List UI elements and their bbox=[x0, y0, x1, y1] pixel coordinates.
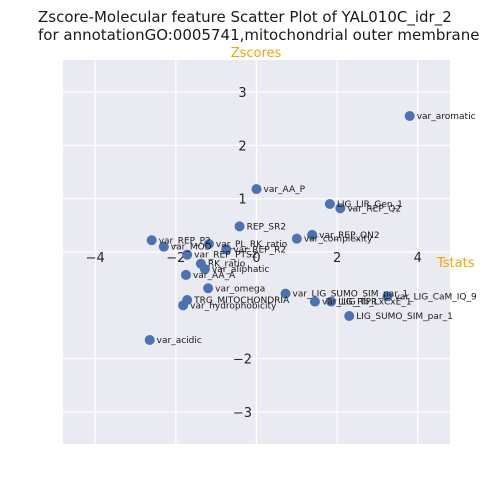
y-tick-label: −3 bbox=[233, 406, 252, 421]
data-points bbox=[144, 111, 415, 345]
x-tick-label: −4 bbox=[86, 251, 105, 266]
point-label: var_AA_A bbox=[193, 271, 236, 281]
point-label: LIG_Rb_LxCxE_1 bbox=[338, 298, 411, 308]
point-label: var_hydrophobicity bbox=[190, 301, 277, 311]
y-tick-label: 2 bbox=[238, 139, 246, 154]
y-axis-title: Zscores bbox=[231, 46, 282, 61]
y-tick-label: 3 bbox=[238, 86, 246, 101]
point-label: var_complexity bbox=[304, 235, 373, 245]
scatter-point bbox=[203, 239, 214, 249]
tick-labels: −4 −2 0 2 4 −3 −2 1 2 3 bbox=[86, 86, 422, 421]
point-label: var_REP_PTS2 bbox=[194, 251, 257, 261]
point-label: var_REP_P2 bbox=[159, 236, 211, 246]
scatter-point bbox=[404, 111, 415, 121]
scatter-point bbox=[234, 221, 245, 232]
point-label: var_PL_RK_ratio bbox=[216, 240, 288, 250]
scatter-point bbox=[203, 283, 214, 294]
point-label: LIG_LIR_Gen_1 bbox=[337, 200, 403, 210]
scatter-point bbox=[309, 296, 320, 307]
point-label: RK_ratio bbox=[208, 260, 246, 270]
scatter-point bbox=[180, 269, 191, 280]
point-label: var_aliphatic bbox=[212, 265, 270, 275]
scatter-point bbox=[280, 288, 291, 299]
scatter-point bbox=[199, 264, 210, 275]
point-label: REP_SR2 bbox=[247, 222, 287, 232]
chart-title-line-2: for annotationGO:0005741,mitochondrial o… bbox=[38, 26, 479, 44]
scatter-point bbox=[158, 241, 169, 252]
point-label: var_LIG_TPR bbox=[322, 298, 377, 308]
center-axes bbox=[63, 60, 450, 444]
scatter-point bbox=[291, 233, 302, 244]
x-tick-label: −2 bbox=[166, 251, 185, 266]
scatter-point bbox=[221, 244, 232, 255]
point-label: TRG_MITOCHONDRIA bbox=[193, 296, 290, 306]
point-label: var_omega bbox=[215, 284, 265, 294]
point-labels: var_aromaticvar_AA_PLIG_LIR_Gen_1var_REP… bbox=[157, 112, 477, 346]
scatter-point bbox=[182, 249, 193, 260]
scatter-point bbox=[144, 335, 155, 345]
y-tick-label: −2 bbox=[233, 353, 252, 368]
point-label: var_REP_R2 bbox=[233, 245, 286, 255]
scatter-point bbox=[146, 235, 157, 246]
x-tick-label: 2 bbox=[333, 251, 341, 266]
point-label: var_REP_QN2 bbox=[319, 231, 379, 241]
scatter-point bbox=[335, 203, 346, 214]
point-label: var_LIG_SUMO_SIM_par_1 bbox=[293, 290, 409, 300]
point-label: var_acidic bbox=[157, 336, 202, 346]
point-label: LIG_SUMO_SIM_par_1 bbox=[356, 312, 453, 322]
x-tick-label: 4 bbox=[414, 251, 422, 266]
point-label: var_REP_Q2 bbox=[347, 204, 401, 214]
scatter-point bbox=[382, 291, 393, 302]
scatter-point bbox=[178, 300, 189, 311]
point-label: var_MOD bbox=[171, 243, 212, 253]
scatter-point bbox=[324, 199, 335, 209]
x-tick-label: 0 bbox=[252, 251, 260, 266]
point-label: var_aromatic bbox=[417, 112, 476, 122]
scatter-point bbox=[326, 296, 337, 307]
chart-title-line-1: Zscore-Molecular feature Scatter Plot of… bbox=[38, 8, 452, 27]
scatter-point bbox=[344, 311, 355, 321]
point-label: var_LIG_CaM_IQ_9 bbox=[395, 292, 477, 302]
point-label: var_AA_P bbox=[264, 185, 306, 195]
scatter-point bbox=[251, 184, 262, 195]
y-tick-label: 1 bbox=[238, 193, 246, 208]
scatter-point bbox=[307, 229, 318, 240]
x-axis-title: Tstats bbox=[436, 256, 475, 271]
